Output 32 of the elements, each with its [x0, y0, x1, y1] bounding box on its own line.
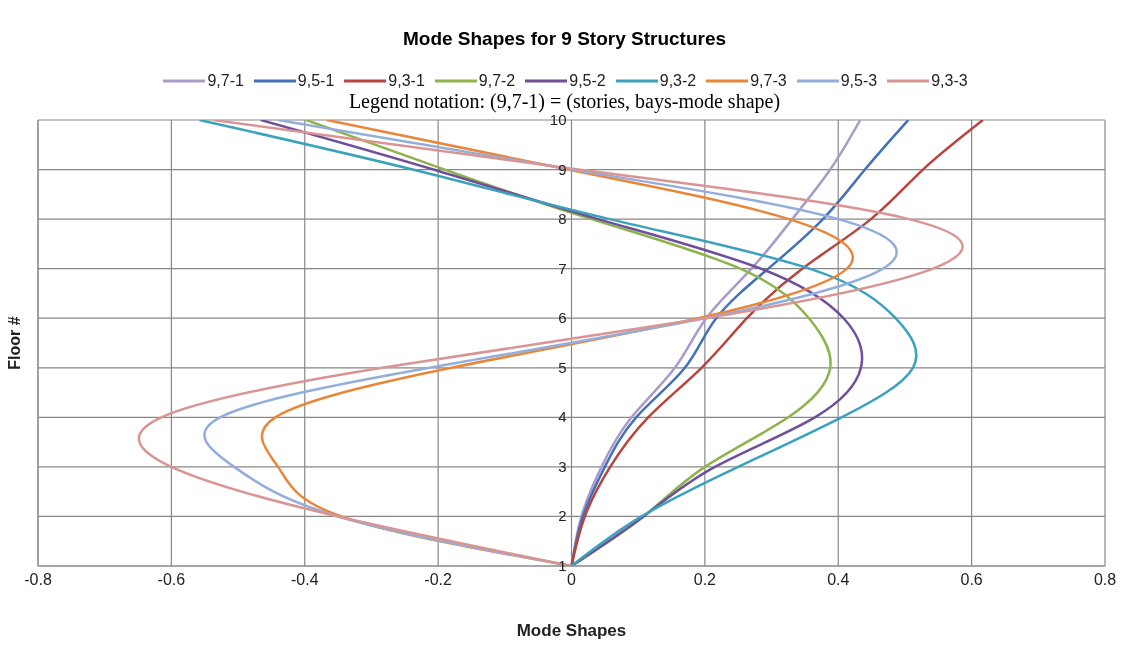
legend-label: 9,5-1: [297, 72, 335, 90]
legend-label: 9,5-3: [840, 72, 878, 90]
y-tick-label: 6: [558, 309, 567, 327]
x-tick-label: 0.4: [827, 571, 850, 589]
y-tick-label: 1: [558, 557, 567, 574]
y-tick-label: 7: [558, 259, 567, 277]
x-tick-label: 0.6: [960, 571, 983, 589]
legend-label: 9,7-2: [478, 72, 516, 90]
x-tick-label: -0.4: [290, 571, 319, 589]
x-tick-label: 0.2: [693, 571, 717, 589]
x-tick-label: 0: [567, 571, 577, 589]
x-axis-title: Mode Shapes: [516, 621, 627, 640]
x-tick-label: 0.8: [1093, 571, 1117, 589]
legend-label: 9,7-3: [750, 72, 787, 90]
y-tick-label: 5: [558, 358, 567, 376]
y-tick-label: 10: [549, 111, 567, 128]
y-tick-label: 9: [558, 160, 567, 178]
legend-label: 9,3-3: [931, 72, 968, 90]
chart-subtitle: Legend notation: (9,7-1) = (stories, bays-mode shape): [347, 90, 782, 112]
y-tick-label: 4: [558, 408, 567, 426]
legend-label: 9,5-2: [569, 72, 606, 90]
legend-label: 9,3-2: [659, 72, 697, 90]
y-tick-label: 8: [558, 210, 567, 228]
x-tick-label: -0.8: [24, 571, 52, 589]
x-tick-label: -0.2: [424, 571, 453, 589]
y-tick-label: 2: [558, 507, 567, 525]
legend-label: 9,3-1: [388, 72, 425, 90]
y-tick-label: 3: [558, 457, 567, 475]
chart-title: Mode Shapes for 9 Story Structures: [401, 28, 728, 50]
legend-label: 9,7-1: [207, 72, 244, 90]
x-tick-label: -0.6: [157, 571, 186, 589]
y-axis-title: Floor #: [5, 316, 23, 370]
